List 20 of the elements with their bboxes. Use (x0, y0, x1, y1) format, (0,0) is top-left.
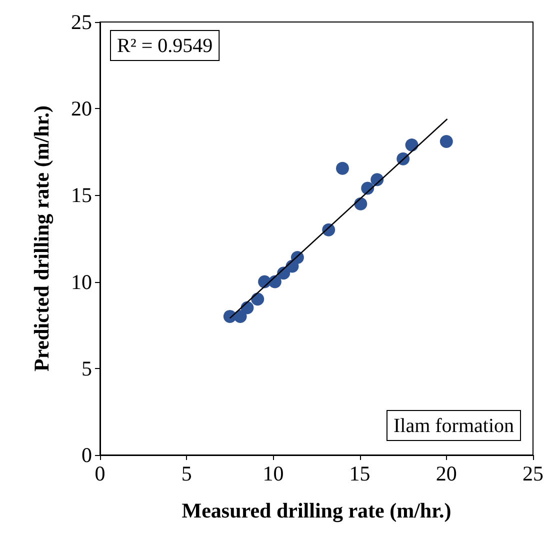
x-tick-label: 20 (436, 462, 457, 486)
point (251, 292, 264, 306)
annotation: R² = 0.9549 (117, 35, 213, 57)
y-tick-label: 15 (71, 183, 92, 208)
point (336, 162, 349, 175)
y-tick-label: 25 (71, 10, 92, 34)
x-axis-title: Measured drilling rate (m/hr.) (182, 498, 452, 522)
y-tick-label: 20 (71, 96, 92, 121)
x-tick-label: 15 (349, 462, 370, 486)
y-axis-title: Predicted drilling rate (m/hr.) (30, 106, 54, 372)
point (440, 135, 453, 148)
y-tick-label: 0 (82, 443, 92, 467)
annotation: Ilam formation (393, 415, 514, 437)
x-tick-label: 25 (522, 462, 544, 486)
x-tick-label: 10 (262, 462, 284, 486)
y-tick-label: 10 (71, 270, 92, 294)
point (405, 138, 418, 152)
x-tick-label: 5 (181, 462, 192, 486)
point (354, 197, 368, 210)
y-tick-label: 5 (82, 356, 92, 380)
